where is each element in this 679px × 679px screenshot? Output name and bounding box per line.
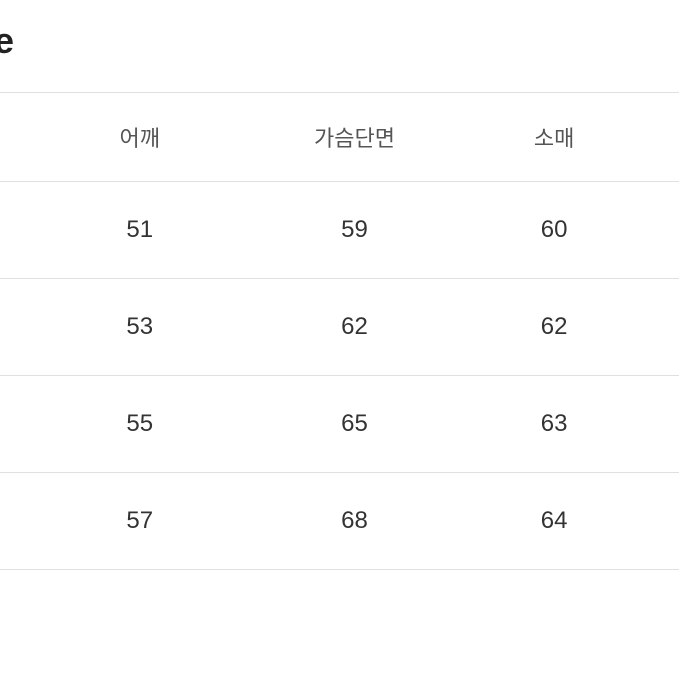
table-cell-spacer-right [639, 473, 679, 570]
table-cell: 60 [469, 182, 639, 279]
table-header-sleeve: 소매 [469, 93, 639, 182]
table-cell: 59 [240, 182, 470, 279]
table-cell-spacer [0, 279, 40, 376]
size-table: 어깨 가슴단면 소매 51 59 60 53 62 62 55 65 63 [0, 92, 679, 570]
table-cell-spacer-right [639, 376, 679, 473]
table-cell: 62 [469, 279, 639, 376]
table-header-shoulder: 어깨 [40, 93, 240, 182]
table-cell-spacer [0, 376, 40, 473]
table-cell: 62 [240, 279, 470, 376]
table-cell: 63 [469, 376, 639, 473]
table-cell: 51 [40, 182, 240, 279]
table-cell-spacer [0, 473, 40, 570]
table-cell: 57 [40, 473, 240, 570]
table-cell-spacer [0, 182, 40, 279]
table-cell: 68 [240, 473, 470, 570]
table-cell-spacer-right [639, 182, 679, 279]
table-cell: 55 [40, 376, 240, 473]
table-cell: 65 [240, 376, 470, 473]
table-cell: 64 [469, 473, 639, 570]
table-header-spacer [0, 93, 40, 182]
table-row: 55 65 63 [0, 376, 679, 473]
table-cell: 53 [40, 279, 240, 376]
table-row: 57 68 64 [0, 473, 679, 570]
table-row: 51 59 60 [0, 182, 679, 279]
table-cell-spacer-right [639, 279, 679, 376]
table-row: 53 62 62 [0, 279, 679, 376]
table-header-chest: 가슴단면 [240, 93, 470, 182]
table-header-spacer-right [639, 93, 679, 182]
table-header-row: 어깨 가슴단면 소매 [0, 93, 679, 182]
page-title: le [0, 0, 679, 92]
